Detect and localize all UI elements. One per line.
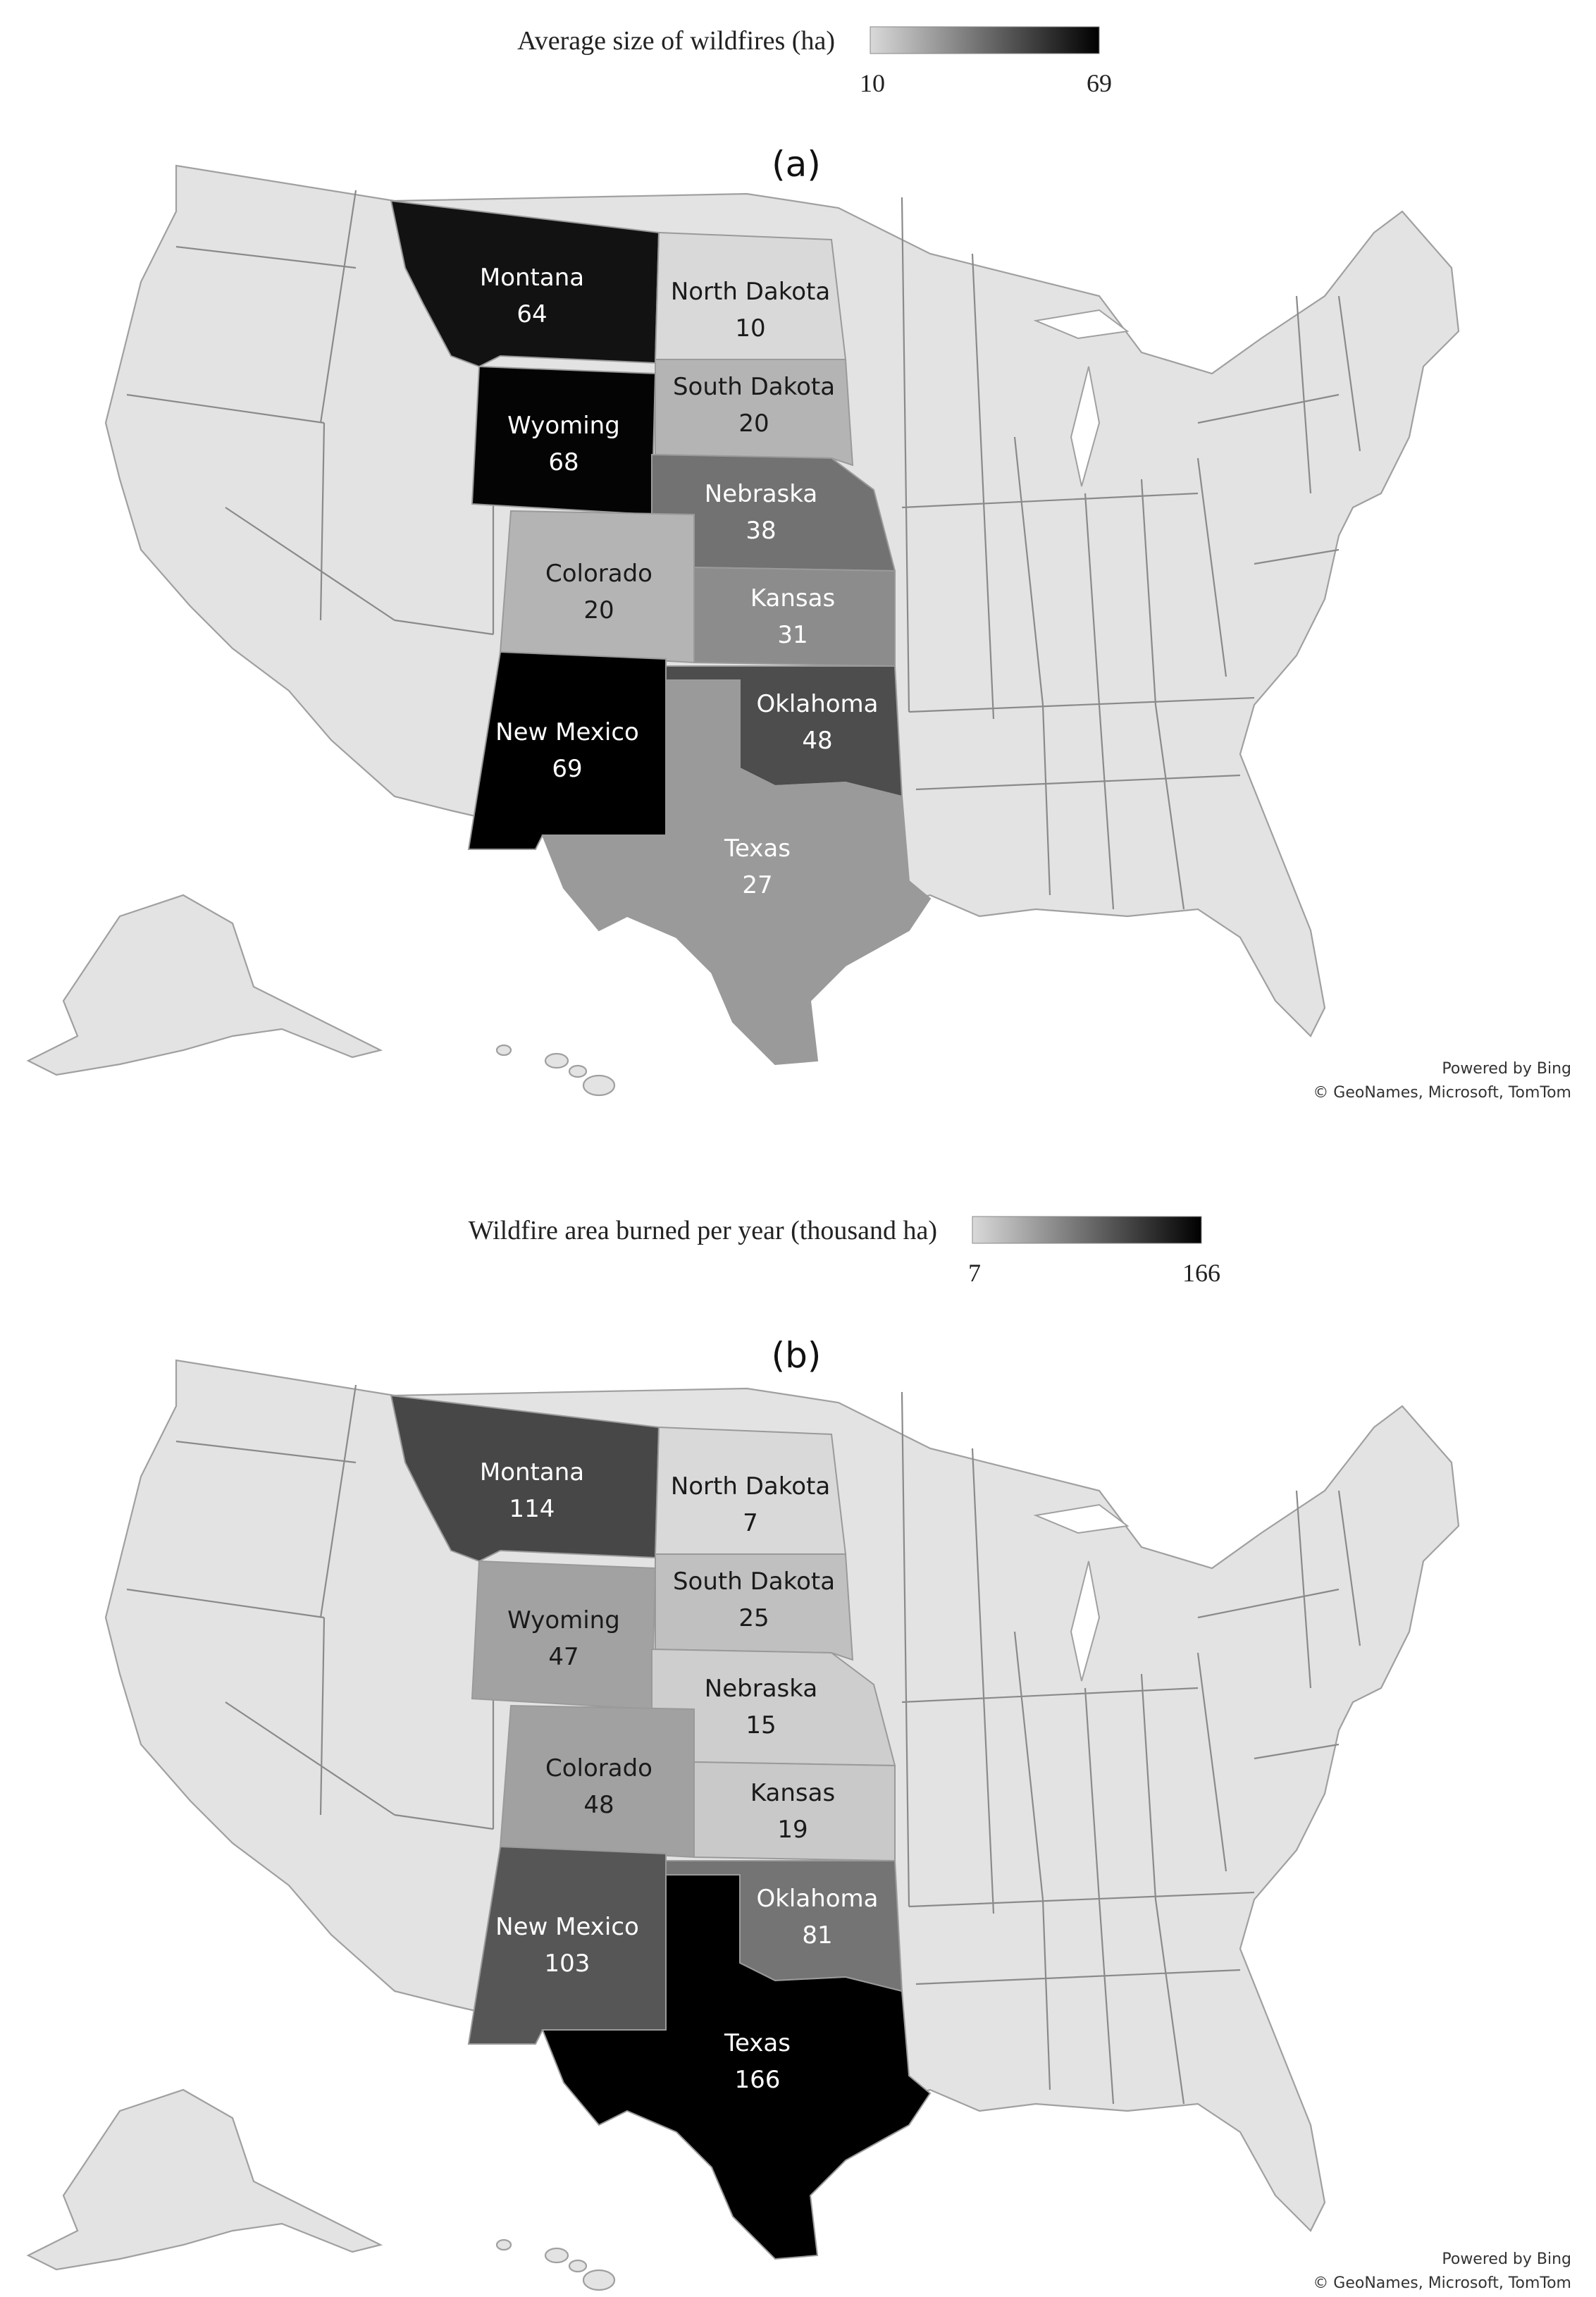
state-name-kansas-a: Kansas	[750, 584, 835, 612]
state-new-mexico-a	[467, 651, 667, 850]
state-value-kansas-a: 31	[777, 621, 808, 649]
state-texas-b	[541, 1874, 932, 2260]
state-kansas-a	[693, 566, 896, 667]
map-a: Montana 64 North Dakota 10 South Dakota 20 Wyo…	[27, 164, 1460, 1097]
state-south-dakota-b	[655, 1553, 854, 1661]
state-kansas-b	[693, 1761, 896, 1862]
state-name-colorado-b: Colorado	[545, 1754, 652, 1782]
state-value-nebraska-a: 38	[746, 517, 776, 545]
panel-label-a: (a)	[772, 144, 821, 185]
state-name-wyoming-b: Wyoming	[507, 1606, 620, 1634]
legend-max-b: 166	[1182, 1259, 1220, 1287]
state-name-north-dakota-a: North Dakota	[671, 278, 830, 306]
state-value-texas-b: 166	[735, 2066, 781, 2094]
state-wyoming-b	[471, 1560, 657, 1711]
state-name-nebraska-b: Nebraska	[705, 1675, 817, 1703]
state-value-new-mexico-b: 103	[545, 1950, 590, 1978]
legend-max-a: 69	[1087, 69, 1112, 97]
state-value-kansas-b: 19	[777, 1816, 808, 1844]
state-value-north-dakota-b: 7	[743, 1509, 758, 1537]
attribution-line1-b: Powered by Bing	[1442, 2250, 1571, 2268]
attribution-line1-a: Powered by Bing	[1442, 1060, 1571, 1078]
state-name-south-dakota-a: South Dakota	[673, 373, 835, 401]
legend-title-b: Wildfire area burned per year (thousand …	[469, 1216, 937, 1245]
legend-title-a: Average size of wildfires (ha)	[517, 26, 835, 56]
state-value-south-dakota-b: 25	[738, 1604, 769, 1632]
state-texas-a	[541, 679, 932, 1066]
state-name-nebraska-a: Nebraska	[705, 480, 817, 508]
state-value-wyoming-a: 68	[548, 448, 579, 476]
legend-bar-a	[870, 26, 1100, 54]
legend-min-b: 7	[968, 1259, 981, 1287]
state-name-montana-a: Montana	[480, 264, 584, 292]
legend-bar-b	[972, 1216, 1202, 1244]
attribution-line2-a: © GeoNames, Microsoft, TomTom	[1313, 1084, 1571, 1102]
state-value-colorado-a: 20	[583, 596, 614, 624]
state-value-oklahoma-a: 48	[802, 727, 832, 755]
state-name-oklahoma-b: Oklahoma	[756, 1885, 878, 1913]
state-name-montana-b: Montana	[480, 1458, 584, 1486]
state-name-kansas-b: Kansas	[750, 1779, 835, 1807]
state-value-south-dakota-a: 20	[738, 409, 769, 438]
state-name-south-dakota-b: South Dakota	[673, 1568, 835, 1596]
state-value-north-dakota-a: 10	[735, 314, 765, 343]
state-name-texas-a: Texas	[724, 835, 791, 863]
state-value-montana-a: 64	[516, 300, 547, 328]
legend-min-a: 10	[860, 69, 885, 97]
state-new-mexico-b	[467, 1845, 667, 2045]
panel-label-b: (b)	[772, 1335, 822, 1376]
state-name-texas-b: Texas	[724, 2029, 791, 2057]
state-name-colorado-a: Colorado	[545, 560, 652, 588]
panel-a: Average size of wildfires (ha) 10 69 (a)…	[27, 26, 1571, 1102]
state-value-wyoming-b: 47	[548, 1643, 579, 1671]
state-labels-b: Montana 114 North Dakota 7 South Dakota 25 Wyo…	[480, 1458, 879, 2094]
state-value-texas-a: 27	[742, 871, 772, 899]
state-value-montana-b: 114	[509, 1495, 555, 1523]
state-value-colorado-b: 48	[583, 1791, 614, 1819]
state-name-wyoming-a: Wyoming	[507, 412, 620, 440]
state-value-nebraska-b: 15	[746, 1711, 776, 1739]
state-name-new-mexico-b: New Mexico	[495, 1913, 639, 1941]
panel-b: Wildfire area burned per year (thousand …	[27, 1216, 1571, 2292]
attribution-line2-b: © GeoNames, Microsoft, TomTom	[1313, 2274, 1571, 2292]
state-labels-a: Montana 64 North Dakota 10 South Dakota 20 Wyo…	[480, 264, 879, 899]
map-b: Montana 114 North Dakota 7 South Dakota 25 Wyo…	[27, 1359, 1460, 2291]
state-value-oklahoma-b: 81	[802, 1921, 832, 1950]
state-south-dakota-a	[655, 359, 854, 467]
state-name-new-mexico-a: New Mexico	[495, 718, 639, 746]
state-name-oklahoma-a: Oklahoma	[756, 690, 878, 718]
state-name-north-dakota-b: North Dakota	[671, 1472, 830, 1501]
state-value-new-mexico-a: 69	[552, 755, 582, 783]
state-wyoming-a	[471, 365, 657, 516]
